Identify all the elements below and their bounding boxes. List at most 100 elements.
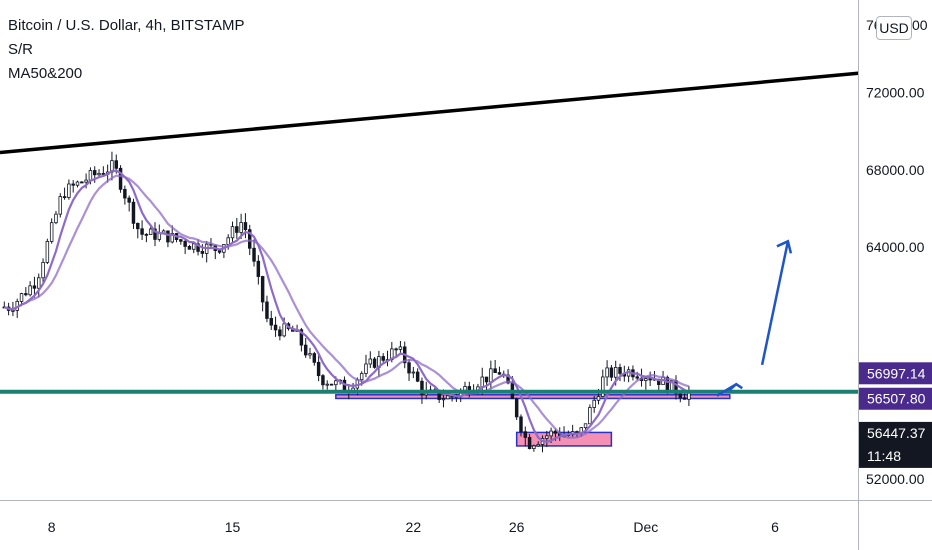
candle-body <box>682 397 687 400</box>
price-tag-bg <box>859 421 932 468</box>
candle-body <box>549 430 553 437</box>
indicator-sr-label[interactable]: S/R <box>8 41 34 58</box>
candle-body <box>441 398 446 401</box>
candle-body <box>398 346 403 350</box>
candle-body <box>411 371 416 374</box>
price-tag-value: 56997.14 <box>867 365 926 381</box>
candle-body <box>75 181 80 186</box>
candle-body <box>170 233 174 243</box>
candle-body <box>118 167 123 190</box>
candle-body <box>325 383 329 386</box>
candle-body <box>316 361 321 377</box>
candle-body <box>613 367 618 378</box>
candle-body <box>265 301 269 319</box>
candle-body <box>523 431 528 438</box>
candle-body <box>67 183 71 198</box>
candle-body <box>187 246 192 250</box>
candle-body <box>381 356 385 361</box>
price-tick-label: 68000.00 <box>866 162 925 178</box>
candle-body <box>24 293 28 296</box>
candle-body <box>92 170 97 176</box>
candle-body <box>635 376 639 379</box>
price-tick-label: 72000.00 <box>866 85 925 101</box>
price-tag-value: 56507.80 <box>867 391 926 407</box>
candle-body <box>527 437 532 449</box>
ma-slow-line <box>3 174 690 439</box>
candle-body <box>446 395 450 400</box>
candle-body <box>497 372 502 375</box>
time-tick-label: 22 <box>406 519 422 535</box>
candle-body <box>308 353 312 356</box>
candle-body <box>179 239 183 242</box>
candle-body <box>256 260 261 277</box>
candle-body <box>532 445 536 449</box>
candle-body <box>687 392 691 400</box>
chart-legend: Bitcoin / U.S. Dollar, 4h, BITSTAMP S/R … <box>8 14 244 86</box>
candle-body <box>192 243 196 250</box>
price-tag-bg <box>859 362 932 385</box>
candle-body <box>592 399 596 408</box>
candle-body <box>243 222 248 231</box>
price-tick-label: 52000.00 <box>866 471 925 487</box>
candle-body <box>247 229 252 249</box>
candle-body <box>230 226 235 239</box>
time-tick-label: 6 <box>771 519 779 535</box>
candle-body <box>183 240 187 247</box>
candle-body <box>282 323 286 337</box>
price-tag: 56507.80 <box>859 387 932 410</box>
price-tag-bg <box>859 387 932 410</box>
projection-arrow-2 <box>760 241 790 366</box>
candle-body <box>252 247 256 262</box>
candle-body <box>269 318 273 326</box>
symbol-title[interactable]: Bitcoin / U.S. Dollar, 4h, BITSTAMP <box>8 17 245 34</box>
candle-body <box>114 160 118 169</box>
candle-body <box>299 329 304 346</box>
candle-body <box>32 285 37 289</box>
candle-body <box>28 285 32 296</box>
candle-body <box>493 368 497 374</box>
candle-body <box>596 396 601 401</box>
candle-body <box>144 233 149 236</box>
candle-body <box>153 228 157 240</box>
price-tick-label: 64000.00 <box>866 239 925 255</box>
candle-body <box>226 237 230 245</box>
candle-body <box>260 276 265 303</box>
candle-body <box>601 376 605 397</box>
candle-body <box>519 416 523 433</box>
indicator-ma-label[interactable]: MA50&200 <box>8 65 83 82</box>
candle-body <box>131 201 136 224</box>
currency-button[interactable]: USD <box>876 16 912 40</box>
candle-body <box>420 380 424 396</box>
candle-body <box>359 373 364 381</box>
candle-body <box>536 444 540 447</box>
time-tick-label: 15 <box>225 519 241 535</box>
moving-averages-layer <box>3 169 690 443</box>
candle-body <box>71 183 75 186</box>
time-tick-label: 8 <box>48 519 56 535</box>
candle-body <box>80 181 84 184</box>
candle-body <box>41 262 45 279</box>
candle-body <box>415 371 420 382</box>
trendline <box>0 69 879 155</box>
candle-body <box>407 362 411 374</box>
candle-body <box>394 348 398 351</box>
price-tag: 56447.37 11:48 <box>859 421 932 468</box>
candle-body <box>58 196 63 215</box>
candle-body <box>49 222 54 242</box>
candle-body <box>489 368 493 383</box>
candle-body <box>588 407 592 425</box>
time-tick-label: Dec <box>633 519 658 535</box>
price-tick-label: 00 <box>912 17 928 33</box>
price-tag-countdown: 11:48 <box>867 448 901 464</box>
candle-body <box>644 378 648 381</box>
time-axis-bg <box>0 500 932 550</box>
candle-body <box>609 367 614 378</box>
candle-body <box>200 251 205 254</box>
arrow-head-icon <box>728 382 743 392</box>
candle-body <box>553 430 558 434</box>
candle-body <box>545 435 549 439</box>
candle-body <box>278 329 282 337</box>
candle-body <box>196 243 200 252</box>
candle-body <box>648 378 652 381</box>
